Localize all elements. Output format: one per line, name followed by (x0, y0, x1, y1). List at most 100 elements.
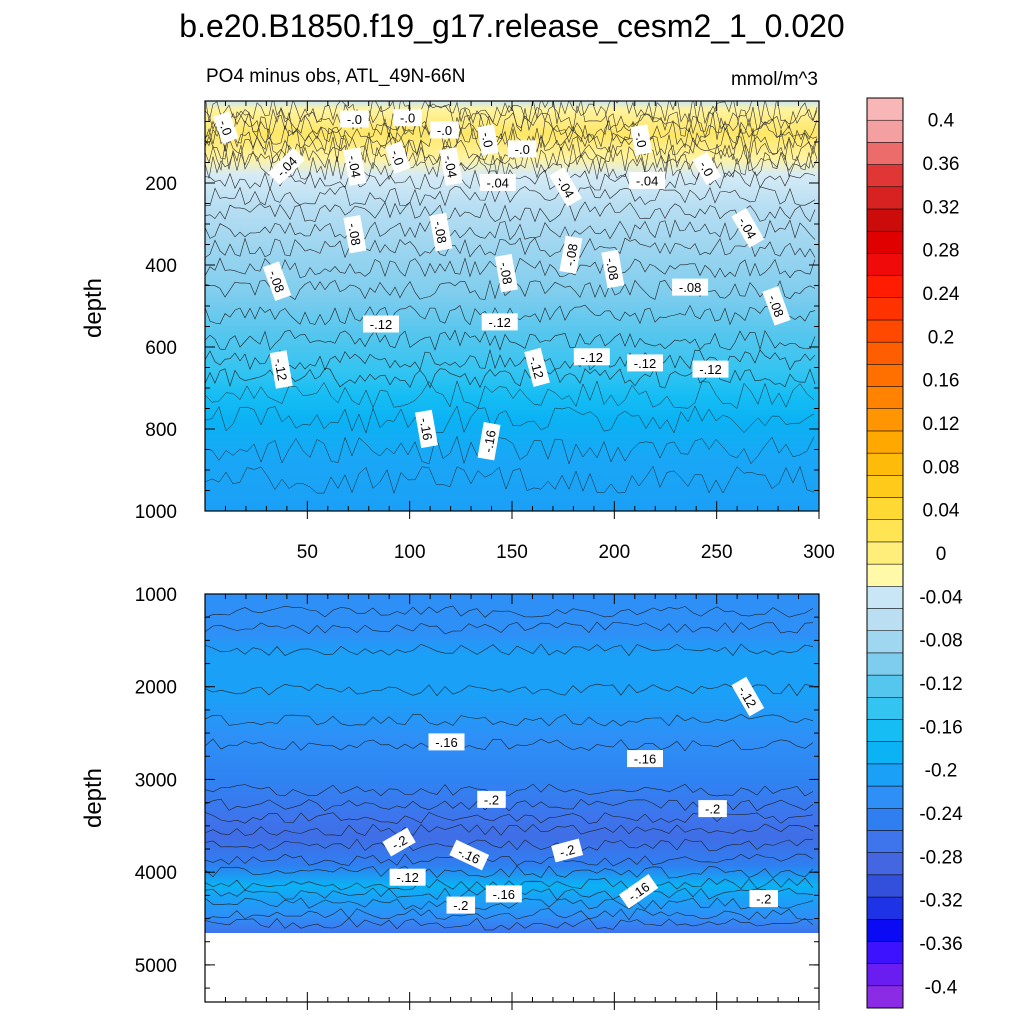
contour-label-box (393, 109, 422, 127)
colorbar-tick-label: 0.2 (928, 327, 954, 348)
contour-label: -.12 (363, 315, 399, 333)
contour-label-text: -.08 (266, 268, 288, 294)
contour-label-box (559, 235, 583, 274)
contour-label-box (430, 121, 459, 139)
contour-label-text: -.2 (389, 832, 410, 853)
contour-label-box (428, 733, 465, 751)
contour-label-text: -.0 (632, 131, 649, 149)
y-tick-label: 800 (145, 420, 177, 441)
contour-label-text: -.16 (493, 887, 515, 902)
upper-contour-labels: -.0 -.0 -.0 -.0 -.0 -.0 -.0 -.0 -.0 -.04 -.04 -.04 -… (213, 109, 791, 461)
contour-label: -.0 (477, 124, 499, 156)
lower-contour-lines (205, 605, 814, 931)
contour-label-box (749, 890, 778, 908)
contour-label: -.04 (479, 174, 516, 191)
contour-label: -.08 (559, 235, 583, 274)
colorbar-box (866, 563, 904, 587)
contour-label-box (627, 354, 663, 372)
contour-line (205, 465, 815, 495)
contour-label: -.0 (385, 141, 411, 174)
lower-y-axis-label: depth (80, 768, 107, 828)
contour-line (205, 185, 816, 207)
colorbar-box (866, 364, 904, 387)
x-tick-label: 300 (803, 542, 835, 563)
contour-label-text: -.2 (705, 802, 720, 817)
colorbar-box (866, 719, 904, 742)
contour-label: -.16 (485, 885, 522, 903)
contour-label-text: -.08 (431, 220, 450, 245)
contour-label-text: -.08 (679, 280, 701, 295)
colorbar-box (866, 830, 904, 853)
colorbar-tick-label: -0.4 (925, 977, 958, 998)
contour-label-text: -.12 (634, 356, 656, 371)
colorbar-tick-label: 0.24 (923, 284, 960, 305)
contour-line (205, 101, 818, 125)
contour-label-text: -.0 (437, 123, 452, 138)
y-tick-label: 200 (145, 174, 177, 195)
contour-label: -.2 (698, 800, 727, 818)
y-tick-label: 2000 (135, 678, 177, 699)
contour-line (205, 435, 815, 465)
y-tick-label: 5000 (135, 956, 177, 977)
colorbar-box (866, 430, 904, 454)
colorbar-box (866, 807, 904, 831)
colorbar-tick-label: 0.32 (923, 197, 960, 218)
contour-label: -.04 (343, 147, 367, 186)
contour-label-box (692, 360, 729, 378)
lower-panel-field (205, 594, 819, 933)
contour-label: -.04 (439, 147, 463, 186)
contour-label-text: -.0 (515, 142, 530, 157)
contour-label-box (481, 313, 518, 331)
colorbar: -0.4 -0.36 -0.32 -0.28 -0.24 -0.2 -0.16 -0.12 -0… (866, 97, 963, 1009)
contour-label-text: -.12 (271, 357, 290, 382)
colorbar-box (866, 608, 904, 631)
contour-label-box (627, 750, 663, 768)
contour-line (205, 169, 816, 191)
contour-label: -.08 (343, 215, 367, 254)
contour-line (205, 304, 816, 326)
colorbar-box (866, 963, 904, 987)
contour-label-box (262, 261, 292, 302)
contour-label-text: -.2 (558, 842, 577, 860)
colorbar-tick-labels: -0.4 -0.36 -0.32 -0.28 -0.24 -0.2 -0.16 -0.12 -0… (919, 111, 963, 999)
contour-line (205, 838, 814, 852)
colorbar-tick-label: 0.04 (923, 501, 960, 522)
contour-label: -.0 (692, 151, 722, 186)
contour-label-text: -.2 (756, 892, 771, 907)
colorbar-tick-label: -0.12 (919, 674, 962, 695)
contour-label-text: -.16 (634, 752, 656, 767)
contour-label-text: -.04 (486, 176, 508, 191)
colorbar-box (866, 541, 904, 565)
y-tick-label: 4000 (135, 863, 177, 884)
contour-line (205, 643, 814, 657)
contour-label-box (477, 124, 499, 156)
colorbar-box (866, 918, 904, 942)
contour-label: -.0 (430, 121, 459, 139)
contour-label-box (385, 141, 411, 174)
colorbar-tick-label: 0.36 (923, 154, 960, 175)
colorbar-box (866, 253, 904, 276)
colorbar-tick-label: 0.08 (923, 457, 960, 478)
contour-line (205, 853, 814, 867)
contour-line (205, 201, 816, 223)
colorbar-box (866, 896, 904, 920)
contour-label-box (494, 253, 518, 293)
y-tick-label: 400 (145, 256, 177, 277)
colorbar-tick-label: -0.28 (919, 847, 962, 868)
colorbar-box (866, 741, 904, 765)
chart-subtitle: PO4 minus obs, ATL_49N-66N (206, 66, 465, 87)
contour-label: -.12 (389, 868, 426, 886)
contour-label-box (731, 676, 765, 717)
contour-label-text: -.04 (441, 154, 460, 179)
colorbar-tick-label: 0.28 (923, 241, 960, 262)
contour-label-text: -.08 (562, 242, 581, 267)
contour-label-text: -.04 (636, 173, 658, 188)
contour-label: -.0 (630, 124, 653, 156)
colorbar-tick-label: -0.08 (919, 631, 962, 652)
contour-line (205, 103, 818, 133)
colorbar-box (866, 230, 904, 254)
contour-line (205, 783, 814, 797)
colorbar-box (866, 674, 904, 698)
lower-panel: -.12-.16-.16-.2-.2-.2-.16 -.2-.12-.16-.2-… (80, 585, 820, 1010)
contour-label: -.12 (481, 313, 518, 331)
